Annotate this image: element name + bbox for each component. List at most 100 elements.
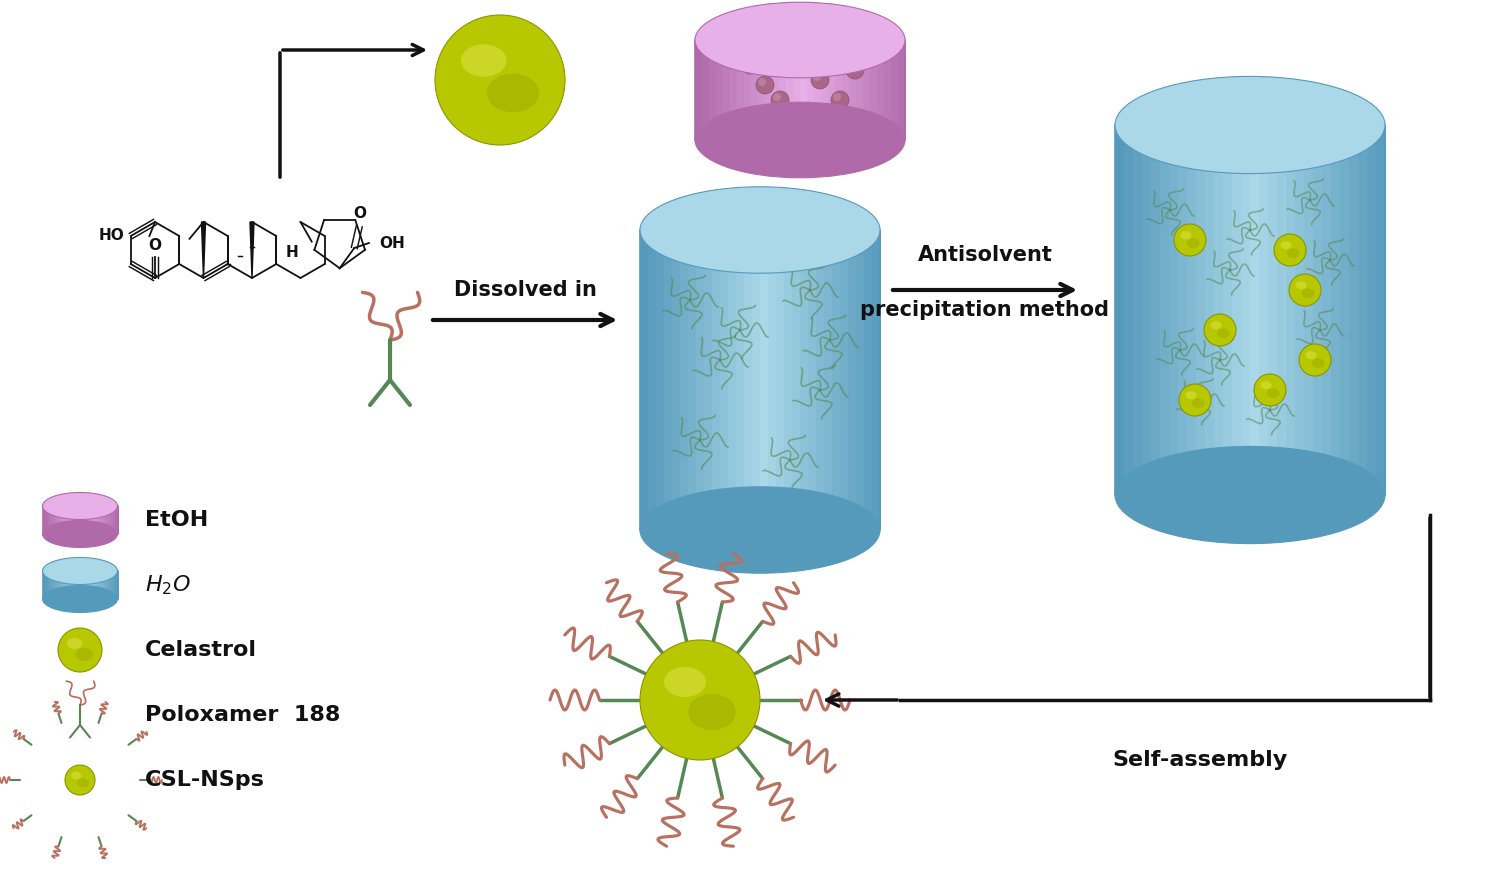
Bar bbox=[60, 571, 63, 599]
Bar bbox=[768, 230, 777, 530]
Circle shape bbox=[1299, 344, 1331, 376]
Bar bbox=[736, 230, 745, 530]
Bar bbox=[752, 230, 761, 530]
Circle shape bbox=[1274, 234, 1307, 266]
Circle shape bbox=[640, 640, 759, 760]
Ellipse shape bbox=[1181, 231, 1192, 239]
Text: precipitation method: precipitation method bbox=[861, 300, 1109, 320]
Bar bbox=[730, 40, 739, 140]
Text: HO: HO bbox=[99, 229, 124, 244]
Bar bbox=[48, 571, 51, 599]
Bar bbox=[70, 571, 73, 599]
Bar bbox=[848, 230, 857, 530]
Bar bbox=[67, 571, 70, 599]
Bar bbox=[55, 506, 58, 534]
Ellipse shape bbox=[42, 492, 118, 519]
Bar bbox=[67, 506, 70, 534]
Text: Antisolvent: Antisolvent bbox=[918, 245, 1052, 265]
Ellipse shape bbox=[1302, 288, 1314, 298]
Bar bbox=[779, 40, 786, 140]
Circle shape bbox=[833, 53, 842, 61]
Circle shape bbox=[743, 58, 750, 66]
Bar bbox=[97, 571, 102, 599]
Ellipse shape bbox=[460, 45, 507, 77]
Text: Dissolved in: Dissolved in bbox=[453, 280, 597, 300]
Bar bbox=[759, 230, 768, 530]
Bar bbox=[688, 230, 697, 530]
Bar bbox=[1160, 125, 1171, 495]
Text: Poloxamer  188: Poloxamer 188 bbox=[145, 705, 341, 725]
Text: $H_2O$: $H_2O$ bbox=[145, 573, 191, 597]
Bar bbox=[55, 571, 58, 599]
Ellipse shape bbox=[688, 694, 736, 730]
Bar bbox=[75, 506, 79, 534]
Bar bbox=[745, 230, 753, 530]
Bar bbox=[1169, 125, 1180, 495]
Bar bbox=[857, 40, 864, 140]
Bar bbox=[721, 230, 730, 530]
Bar bbox=[712, 230, 721, 530]
Bar bbox=[111, 506, 114, 534]
Bar bbox=[828, 40, 836, 140]
Bar bbox=[49, 571, 54, 599]
Bar bbox=[1286, 125, 1296, 495]
Bar bbox=[100, 506, 103, 534]
Ellipse shape bbox=[1287, 249, 1299, 258]
Circle shape bbox=[1289, 274, 1322, 306]
Bar bbox=[716, 40, 724, 140]
Bar bbox=[1348, 125, 1359, 495]
Bar bbox=[821, 40, 830, 140]
Bar bbox=[45, 506, 48, 534]
Bar bbox=[60, 506, 63, 534]
Bar bbox=[1196, 125, 1206, 495]
Bar bbox=[1357, 125, 1368, 495]
Bar bbox=[724, 40, 731, 140]
Circle shape bbox=[758, 78, 765, 86]
Bar bbox=[45, 571, 48, 599]
Circle shape bbox=[1203, 314, 1236, 346]
Bar bbox=[75, 571, 79, 599]
Ellipse shape bbox=[1211, 321, 1221, 329]
Bar bbox=[64, 506, 69, 534]
Bar bbox=[737, 40, 745, 140]
Bar bbox=[93, 571, 96, 599]
Bar bbox=[750, 40, 759, 140]
Ellipse shape bbox=[1186, 392, 1196, 399]
Bar bbox=[57, 506, 61, 534]
Bar bbox=[1375, 125, 1386, 495]
Ellipse shape bbox=[70, 772, 82, 780]
Bar bbox=[115, 571, 118, 599]
Bar bbox=[108, 571, 111, 599]
Bar bbox=[1223, 125, 1233, 495]
Bar bbox=[52, 506, 55, 534]
Bar bbox=[703, 40, 710, 140]
Bar bbox=[1250, 125, 1260, 495]
Ellipse shape bbox=[67, 638, 82, 649]
Polygon shape bbox=[202, 222, 205, 278]
Bar bbox=[97, 506, 102, 534]
Bar bbox=[656, 230, 665, 530]
Bar bbox=[42, 506, 118, 534]
Circle shape bbox=[831, 91, 849, 109]
Bar bbox=[1295, 125, 1305, 495]
Bar bbox=[842, 40, 851, 140]
Bar bbox=[1366, 125, 1377, 495]
Ellipse shape bbox=[640, 187, 881, 273]
Bar bbox=[96, 506, 99, 534]
Circle shape bbox=[786, 41, 804, 59]
Bar bbox=[42, 506, 46, 534]
Circle shape bbox=[742, 56, 759, 74]
Ellipse shape bbox=[78, 779, 90, 788]
Bar bbox=[1187, 125, 1197, 495]
Bar bbox=[103, 506, 106, 534]
Text: Celastrol: Celastrol bbox=[145, 640, 257, 660]
Bar bbox=[786, 40, 794, 140]
Ellipse shape bbox=[487, 74, 540, 112]
Bar bbox=[90, 506, 94, 534]
Circle shape bbox=[831, 51, 849, 69]
Circle shape bbox=[773, 93, 780, 101]
Bar bbox=[105, 506, 109, 534]
Bar bbox=[70, 506, 73, 534]
Bar bbox=[78, 506, 81, 534]
Ellipse shape bbox=[695, 3, 904, 78]
